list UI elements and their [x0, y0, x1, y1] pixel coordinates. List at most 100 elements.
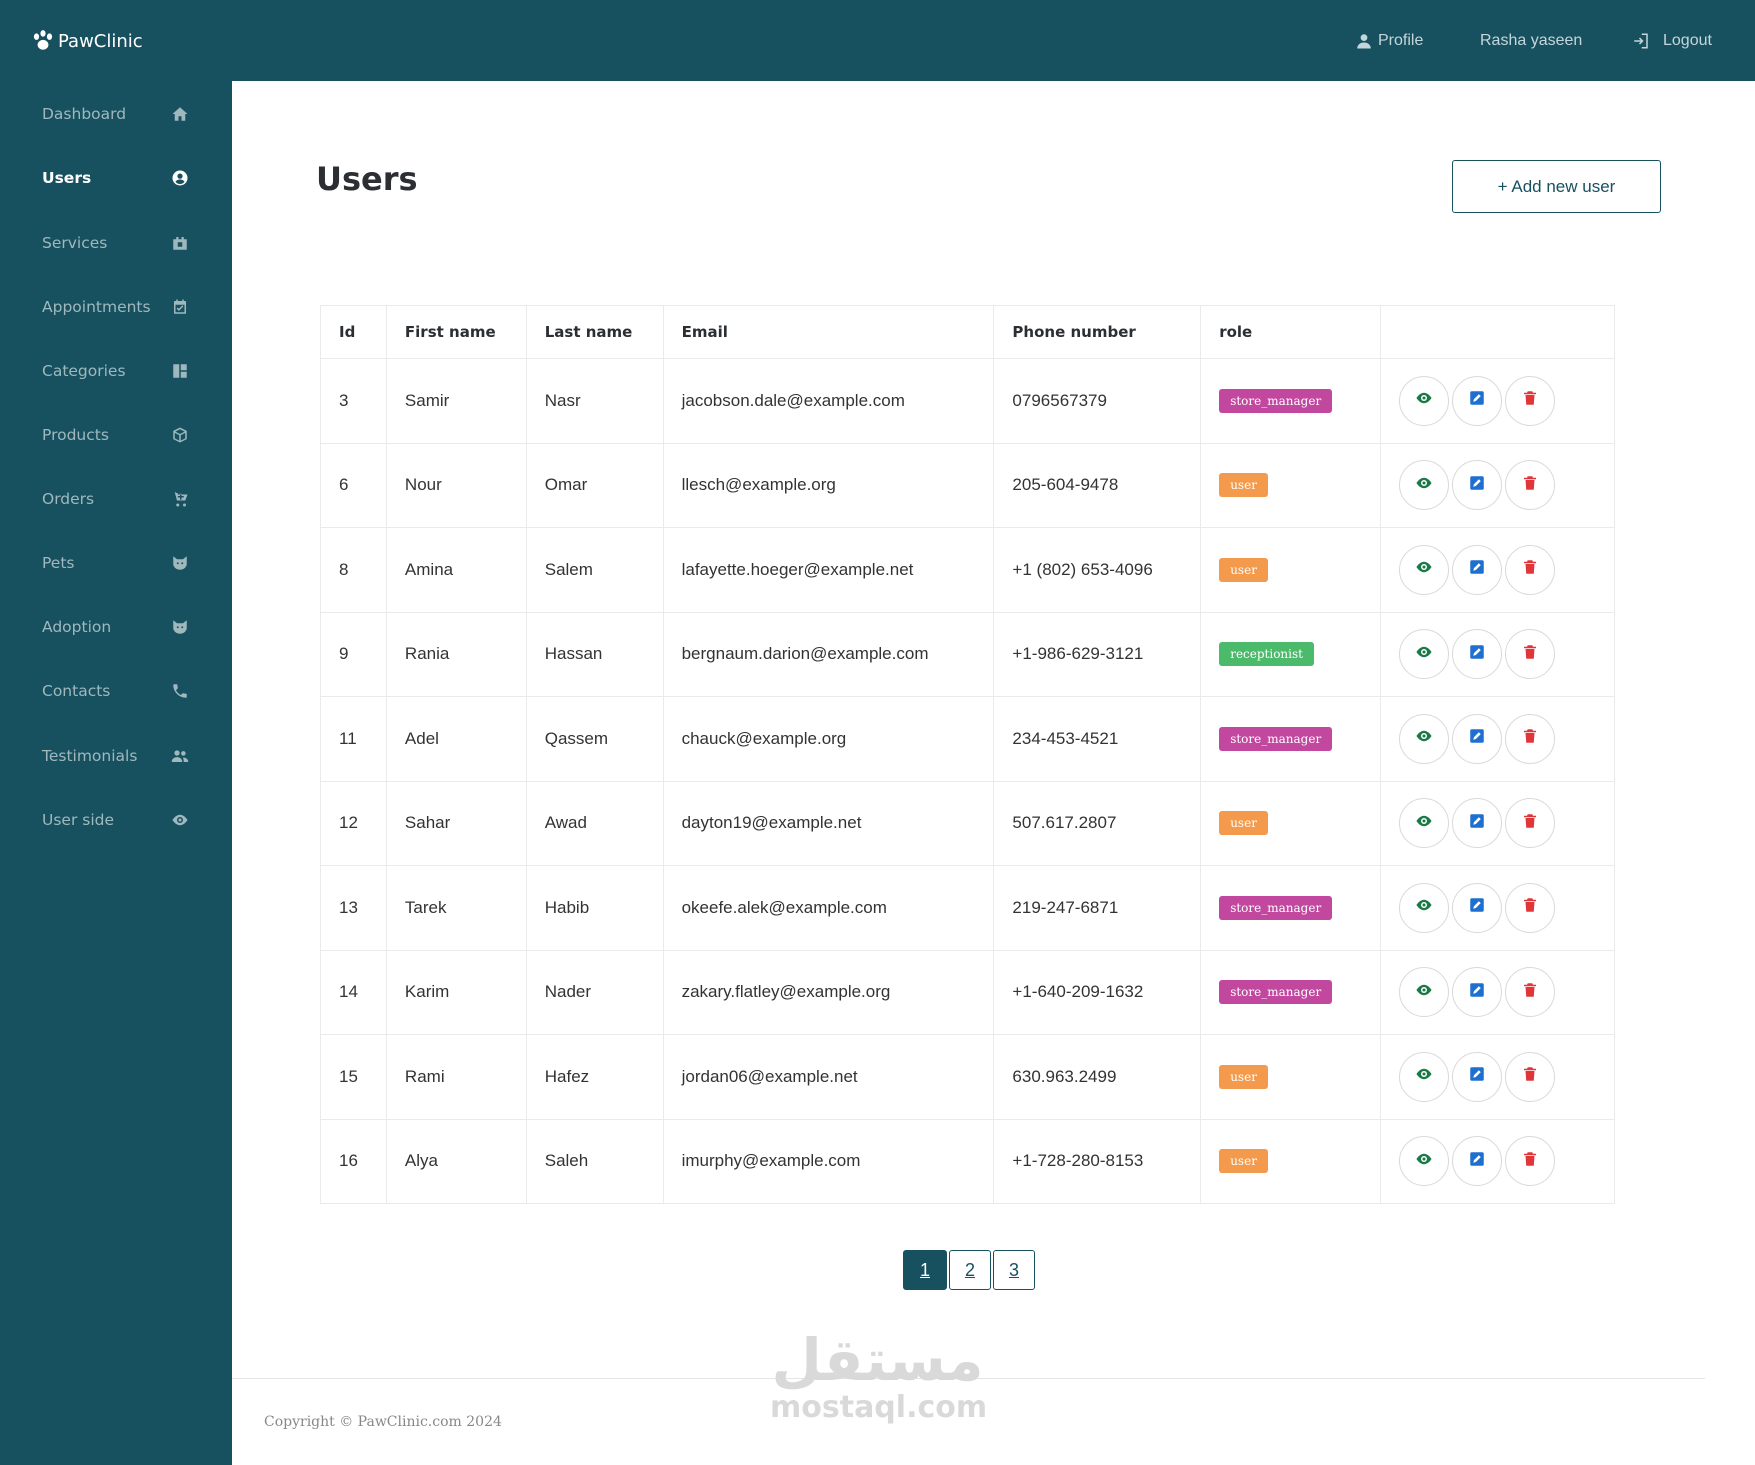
edit-button[interactable] [1452, 882, 1503, 933]
edit-button[interactable] [1452, 375, 1503, 426]
delete-button[interactable] [1505, 798, 1556, 849]
table-row: 8 Amina Salem lafayette.hoeger@example.net +… [320, 527, 1615, 613]
column-header-phone: Phone number [993, 305, 1202, 359]
edit-button[interactable] [1452, 629, 1503, 680]
delete-button[interactable] [1505, 713, 1556, 764]
sidebar-item-categories[interactable]: Categories [0, 349, 232, 393]
logout-link[interactable]: Logout [1632, 0, 1712, 81]
role-badge: user [1219, 811, 1268, 836]
view-button[interactable] [1399, 544, 1450, 595]
delete-button[interactable] [1505, 460, 1556, 511]
edit-button[interactable] [1452, 713, 1503, 764]
edit-button[interactable] [1452, 967, 1503, 1018]
add-new-user-button[interactable]: + Add new user [1452, 160, 1661, 213]
view-button[interactable] [1399, 460, 1450, 511]
view-button[interactable] [1399, 882, 1450, 933]
view-button[interactable] [1399, 629, 1450, 680]
users-table: Id First name Last name Email Phone numb… [320, 305, 1615, 1204]
cell-role: store_manager [1200, 358, 1382, 444]
sidebar-item-users[interactable]: Users [0, 156, 232, 200]
row-actions [1399, 1051, 1614, 1102]
edit-button[interactable] [1452, 1051, 1503, 1102]
sidebar-item-dashboard[interactable]: Dashboard [0, 92, 232, 136]
delete-button[interactable] [1505, 882, 1556, 933]
cell-last-name: Awad [525, 780, 664, 866]
brand-logo[interactable]: PawClinic [30, 28, 143, 54]
view-button[interactable] [1399, 967, 1450, 1018]
cell-email: lafayette.hoeger@example.net [662, 527, 995, 613]
table-row: 16 Alya Saleh imurphy@example.com +1-728-280… [320, 1118, 1615, 1204]
cell-last-name: Habib [525, 865, 664, 951]
edit-button[interactable] [1452, 1136, 1503, 1187]
role-badge: user [1219, 1064, 1268, 1089]
cell-actions [1380, 1118, 1615, 1204]
role-badge: store_manager [1219, 980, 1333, 1005]
cell-phone: +1-640-209-1632 [993, 949, 1202, 1035]
table-row: 15 Rami Hafez jordan06@example.net 630.963.2… [320, 1034, 1615, 1120]
sidebar-item-products[interactable]: Products [0, 413, 232, 457]
sidebar-item-testimonials[interactable]: Testimonials [0, 734, 232, 778]
delete-button[interactable] [1505, 544, 1556, 595]
cell-last-name: Hassan [525, 611, 664, 697]
profile-link[interactable]: Profile [1355, 0, 1423, 81]
cell-phone: 205-604-9478 [993, 442, 1202, 528]
cell-phone: 507.617.2807 [993, 780, 1202, 866]
view-button[interactable] [1399, 798, 1450, 849]
cell-phone: 234-453-4521 [993, 696, 1202, 782]
delete-button[interactable] [1505, 375, 1556, 426]
role-badge: store_manager [1219, 895, 1333, 920]
cell-first-name: Rami [385, 1034, 527, 1120]
column-header-id: Id [320, 305, 387, 359]
trash-icon [1521, 896, 1539, 919]
view-button[interactable] [1399, 375, 1450, 426]
cell-role: user [1200, 1118, 1382, 1204]
box-icon [170, 425, 190, 445]
delete-button[interactable] [1505, 967, 1556, 1018]
sidebar-item-orders[interactable]: Orders [0, 477, 232, 521]
edit-icon [1468, 727, 1486, 750]
delete-button[interactable] [1505, 1136, 1556, 1187]
edit-button[interactable] [1452, 798, 1503, 849]
page-button-1[interactable]: 1 [903, 1250, 947, 1290]
edit-icon [1468, 389, 1486, 412]
cell-actions [1380, 696, 1615, 782]
sidebar-item-adoption[interactable]: Adoption [0, 605, 232, 649]
edit-button[interactable] [1452, 460, 1503, 511]
current-user-name[interactable]: Rasha yaseen [1480, 0, 1582, 81]
delete-button[interactable] [1505, 1051, 1556, 1102]
table-row: 11 Adel Qassem chauck@example.org 234-453-45… [320, 696, 1615, 782]
cell-actions [1380, 358, 1615, 444]
edit-button[interactable] [1452, 544, 1503, 595]
sidebar-item-pets[interactable]: Pets [0, 541, 232, 585]
page-button-3[interactable]: 3 [993, 1250, 1035, 1290]
trash-icon [1521, 981, 1539, 1004]
page-button-2[interactable]: 2 [949, 1250, 991, 1290]
edit-icon [1468, 981, 1486, 1004]
cell-first-name: Tarek [385, 865, 527, 951]
delete-button[interactable] [1505, 629, 1556, 680]
cell-id: 12 [320, 780, 387, 866]
sidebar-item-label: Dashboard [42, 105, 127, 123]
cell-last-name: Omar [525, 442, 664, 528]
eye-icon [1415, 727, 1433, 750]
view-button[interactable] [1399, 713, 1450, 764]
grid-icon [170, 361, 190, 381]
view-button[interactable] [1399, 1136, 1450, 1187]
eye-icon [1415, 812, 1433, 835]
sidebar-item-appointments[interactable]: Appointments [0, 285, 232, 329]
edit-icon [1468, 812, 1486, 835]
eye-icon [1415, 896, 1433, 919]
table-row: 6 Nour Omar llesch@example.org 205-604-9478 u… [320, 442, 1615, 528]
sidebar-item-services[interactable]: Services [0, 221, 232, 265]
cell-actions [1380, 780, 1615, 866]
cell-role: user [1200, 527, 1382, 613]
table-row: 13 Tarek Habib okeefe.alek@example.com 219-2… [320, 865, 1615, 951]
cell-email: dayton19@example.net [662, 780, 995, 866]
cell-phone: 219-247-6871 [993, 865, 1202, 951]
sidebar-item-contacts[interactable]: Contacts [0, 669, 232, 713]
watermark-arabic: مستقل [771, 1326, 984, 1394]
cell-id: 16 [320, 1118, 387, 1204]
sidebar-item-user-side[interactable]: User side [0, 798, 232, 842]
view-button[interactable] [1399, 1051, 1450, 1102]
eye-icon [1415, 1150, 1433, 1173]
